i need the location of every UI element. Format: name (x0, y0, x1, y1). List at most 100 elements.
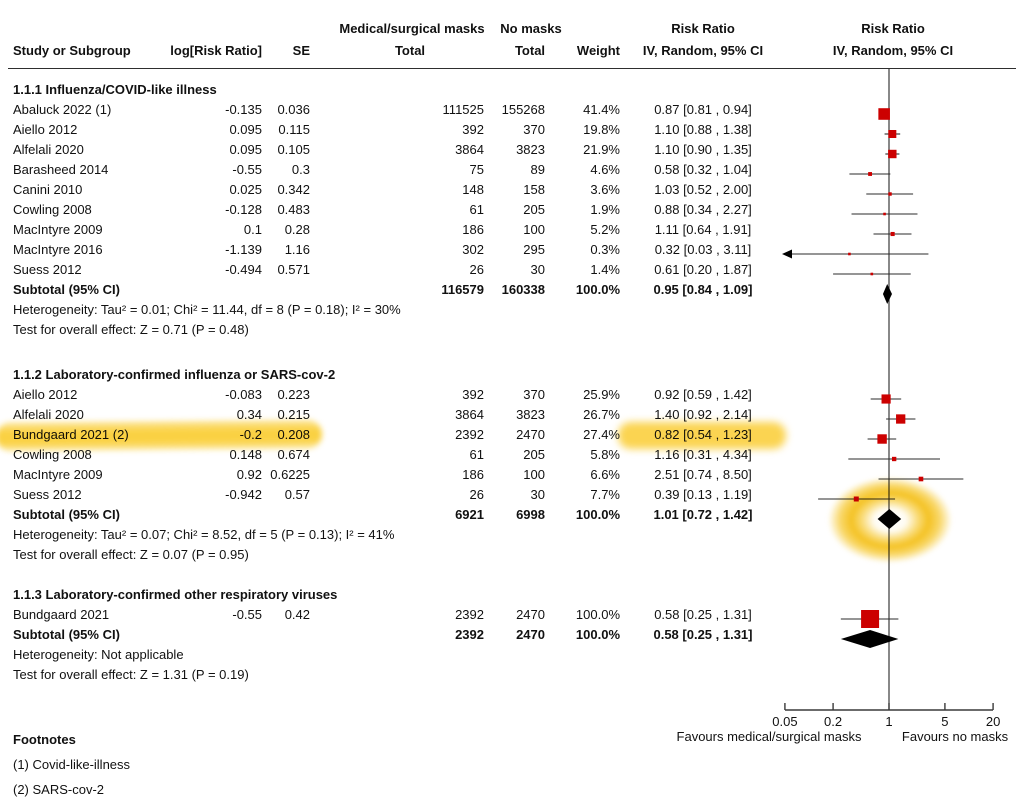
subgroup-title: 1.1.1 Influenza/COVID-like illness (13, 82, 217, 97)
footnote-item: (1) Covid-like-illness (13, 757, 131, 772)
footnotes-title: Footnotes (13, 732, 76, 747)
study-name: Alfelali 2020 (13, 407, 84, 422)
study-log-rr: -0.083 (225, 387, 262, 402)
study-no-masks-total: 2470 (516, 427, 545, 442)
study-weight: 19.8% (583, 122, 620, 137)
favours-left-label: Favours medical/surgical masks (676, 729, 862, 744)
study-masks-total: 148 (462, 182, 484, 197)
study-no-masks-total: 370 (523, 387, 545, 402)
study-name: Alfelali 2020 (13, 142, 84, 157)
column-header-weight: Weight (576, 43, 620, 58)
axis-tick-label: 0.2 (824, 714, 843, 729)
study-log-rr: -0.55 (232, 607, 262, 622)
study-name: MacIntyre 2009 (13, 222, 103, 237)
subtotal-ci-text: 0.95 [0.84 , 1.09] (653, 282, 753, 297)
study-no-masks-total: 100 (523, 222, 545, 237)
column-header-masks-total: Total (394, 43, 426, 58)
study-se: 0.223 (277, 387, 310, 402)
study-masks-total: 61 (469, 447, 484, 462)
study-weight: 1.9% (590, 202, 620, 217)
study-weight: 41.4% (583, 102, 620, 117)
heterogeneity-text: Heterogeneity: Not applicable (13, 647, 184, 662)
study-no-masks-total: 205 (523, 202, 545, 217)
study-weight: 3.6% (590, 182, 620, 197)
study-log-rr: -1.139 (225, 242, 262, 257)
study-name: MacIntyre 2009 (13, 467, 103, 482)
axis-tick-label: 1 (885, 714, 893, 729)
subtotal-label: Subtotal (95% CI) (13, 282, 120, 297)
study-ci-text: 0.39 [0.13 , 1.19] (654, 487, 752, 502)
risk-ratio-header-plot: Risk Ratio (861, 21, 925, 36)
study-log-rr: -0.128 (225, 202, 262, 217)
study-ci-text: 0.82 [0.54 , 1.23] (654, 427, 752, 442)
study-masks-total: 3864 (455, 142, 484, 157)
subtotal-weight: 100.0% (575, 282, 620, 297)
study-ci-text: 0.92 [0.59 , 1.42] (654, 387, 752, 402)
study-name: Cowling 2008 (13, 202, 92, 217)
axis-tick-label: 5 (941, 714, 949, 729)
header-divider (8, 68, 1016, 69)
study-weight: 25.9% (583, 387, 620, 402)
subtotal-masks-total: 2392 (455, 627, 484, 642)
study-weight: 100.0% (575, 607, 620, 622)
subtotal-no-masks-total: 6998 (516, 507, 545, 522)
study-se: 0.208 (277, 427, 310, 442)
study-name: Barasheed 2014 (13, 162, 109, 177)
study-log-rr: 0.34 (236, 407, 262, 422)
study-weight: 26.7% (583, 407, 620, 422)
study-name: Suess 2012 (13, 262, 82, 277)
study-ci-text: 1.11 [0.64 , 1.91] (654, 222, 752, 237)
subtotal-no-masks-total: 2470 (516, 627, 545, 642)
study-se: 0.105 (277, 142, 310, 157)
study-ci-text: 0.58 [0.32 , 1.04] (654, 162, 752, 177)
study-name: Bundgaard 2021 (13, 607, 110, 622)
study-no-masks-total: 205 (523, 447, 545, 462)
axis-tick-label: 20 (985, 714, 1001, 729)
study-se: 0.036 (277, 102, 310, 117)
column-header-method-left: IV, Random, 95% CI (642, 43, 764, 58)
study-ci-text: 0.61 [0.20 , 1.87] (654, 262, 752, 277)
study-masks-total: 392 (462, 122, 484, 137)
study-se: 0.42 (284, 607, 310, 622)
study-no-masks-total: 2470 (516, 607, 545, 622)
favours-right-label: Favours no masks (901, 729, 1009, 744)
subtotal-ci-text: 0.58 [0.25 , 1.31] (653, 627, 753, 642)
subtotal-masks-total: 6921 (455, 507, 484, 522)
subtotal-masks-total: 116579 (441, 282, 484, 297)
study-weight: 0.3% (590, 242, 620, 257)
study-no-masks-total: 370 (523, 122, 545, 137)
study-name: Suess 2012 (13, 487, 82, 502)
study-ci-text: 2.51 [0.74 , 8.50] (654, 467, 752, 482)
column-header-no-masks-total: Total (514, 43, 546, 58)
study-masks-total: 3864 (455, 407, 484, 422)
footnote-item: (2) SARS-cov-2 (13, 782, 105, 797)
study-masks-total: 111525 (442, 102, 484, 117)
subgroup-title: 1.1.3 Laboratory-confirmed other respira… (13, 587, 338, 602)
heterogeneity-text: Heterogeneity: Tau² = 0.07; Chi² = 8.52,… (13, 527, 395, 542)
study-log-rr: 0.92 (236, 467, 262, 482)
column-header-method-plot: IV, Random, 95% CI (832, 43, 954, 58)
study-ci-text: 1.40 [0.92 , 2.14] (654, 407, 752, 422)
study-name: Canini 2010 (13, 182, 83, 197)
study-name: Aiello 2012 (13, 122, 78, 137)
study-no-masks-total: 30 (530, 487, 545, 502)
study-se: 0.6225 (270, 467, 310, 482)
overall-effect-text: Test for overall effect: Z = 0.07 (P = 0… (13, 547, 249, 562)
study-ci-text: 1.10 [0.90 , 1.35] (654, 142, 752, 157)
subtotal-label: Subtotal (95% CI) (13, 627, 120, 642)
study-log-rr: -0.2 (239, 427, 262, 442)
study-ci-text: 0.32 [0.03 , 3.11] (654, 242, 752, 257)
study-se: 0.215 (277, 407, 310, 422)
study-log-rr: 0.148 (229, 447, 262, 462)
study-ci-text: 0.87 [0.81 , 0.94] (654, 102, 752, 117)
study-no-masks-total: 30 (530, 262, 545, 277)
study-log-rr: -0.135 (225, 102, 262, 117)
study-log-rr: 0.095 (229, 122, 262, 137)
study-se: 0.483 (277, 202, 310, 217)
study-log-rr: -0.942 (225, 487, 262, 502)
study-masks-total: 302 (462, 242, 484, 257)
study-se: 0.571 (277, 262, 310, 277)
study-masks-total: 186 (462, 467, 484, 482)
study-ci-text: 1.10 [0.88 , 1.38] (654, 122, 752, 137)
study-no-masks-total: 100 (523, 467, 545, 482)
